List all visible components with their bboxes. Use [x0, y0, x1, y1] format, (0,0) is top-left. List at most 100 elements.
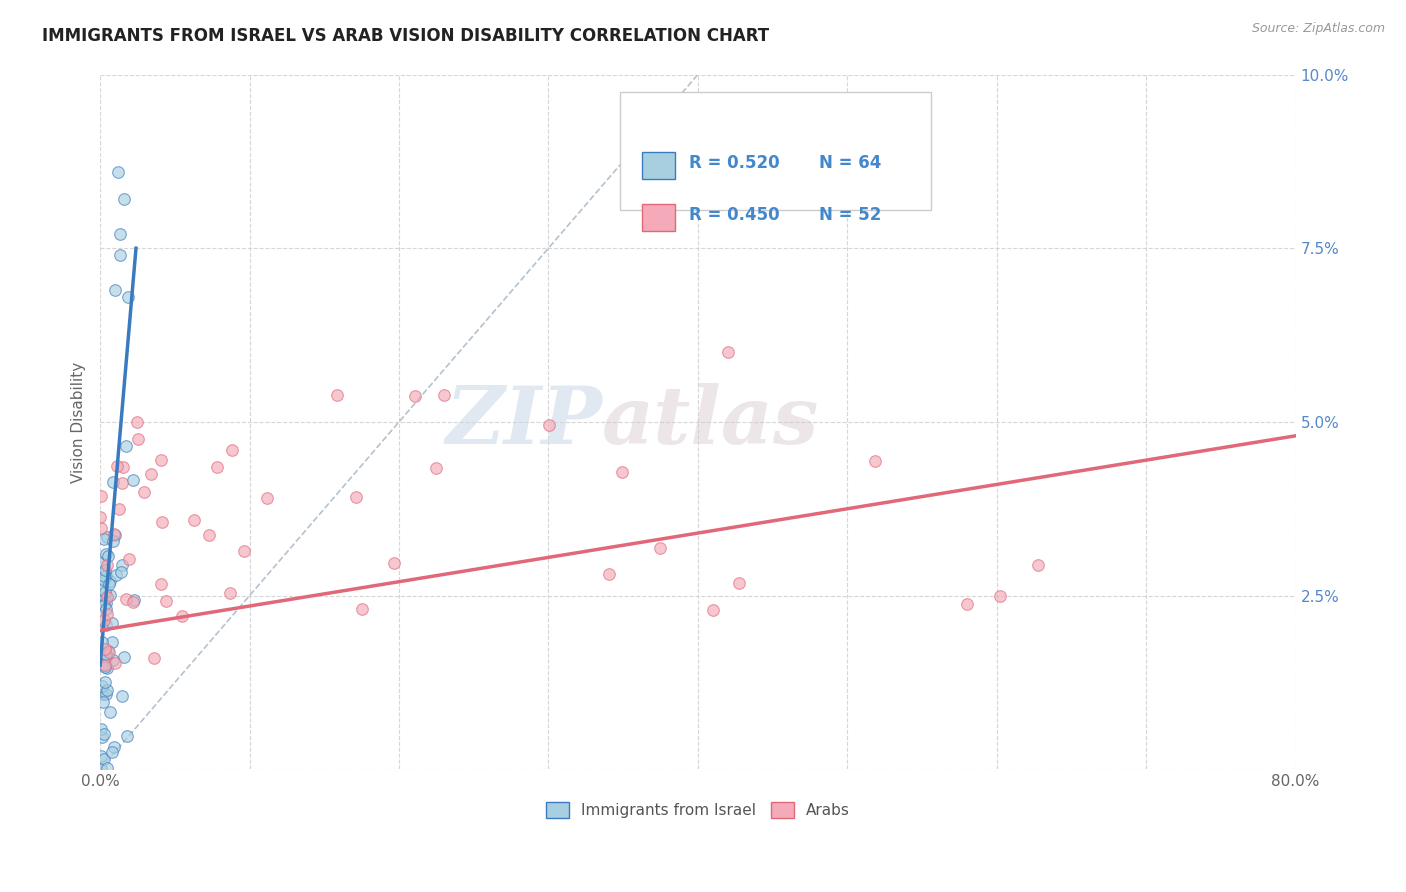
Point [702, 603, 724, 617]
Point [96, 618, 118, 632]
Point [107, 165, 129, 179]
Point [108, 502, 131, 516]
Point [94, 568, 117, 582]
Point [91, 695, 114, 709]
Text: atlas: atlas [602, 384, 820, 460]
Point [98, 705, 121, 719]
Point [122, 473, 145, 487]
Point [90, 556, 112, 570]
Text: ZIP: ZIP [446, 384, 602, 460]
Point [94, 675, 117, 690]
Point [112, 649, 135, 664]
Point [110, 565, 132, 579]
Point [115, 591, 138, 606]
Point [93, 726, 115, 740]
FancyBboxPatch shape [620, 92, 931, 210]
Point [96, 558, 118, 572]
Point [150, 515, 173, 529]
Point [91, 687, 114, 701]
Point [96, 683, 118, 698]
Point [98, 588, 121, 602]
Point [90, 658, 112, 673]
Point [150, 453, 173, 467]
Point [103, 526, 125, 541]
Point [100, 746, 122, 760]
Point [117, 290, 139, 304]
Point [988, 589, 1011, 603]
Point [863, 454, 886, 468]
Legend: Immigrants from Israel, Arabs: Immigrants from Israel, Arabs [540, 796, 856, 824]
Point [90, 722, 112, 736]
Point [94, 590, 117, 604]
Point [717, 345, 740, 359]
Text: Source: ZipAtlas.com: Source: ZipAtlas.com [1251, 22, 1385, 36]
Text: R = 0.520: R = 0.520 [689, 153, 780, 172]
Point [115, 439, 138, 453]
Point [197, 528, 219, 542]
Point [207, 460, 229, 475]
Point [103, 475, 125, 489]
Point [96, 650, 118, 665]
Point [598, 566, 620, 581]
Point [142, 651, 165, 665]
Point [93, 568, 115, 582]
Bar [641, 152, 675, 178]
Point [134, 484, 156, 499]
Point [93, 573, 115, 587]
Point [139, 467, 162, 481]
Point [105, 567, 128, 582]
Point [122, 595, 145, 609]
Point [94, 602, 117, 616]
Point [94, 687, 117, 701]
Point [91, 679, 114, 693]
Point [103, 533, 125, 548]
Point [104, 283, 127, 297]
Point [94, 642, 117, 657]
Point [91, 648, 114, 662]
Point [538, 417, 561, 432]
Text: R = 0.450: R = 0.450 [689, 206, 780, 224]
Point [94, 547, 117, 561]
Point [90, 521, 112, 535]
Point [404, 389, 426, 403]
Point [124, 593, 146, 607]
Point [382, 556, 405, 570]
Point [91, 635, 114, 649]
Point [149, 577, 172, 591]
Text: N = 52: N = 52 [818, 206, 882, 224]
Point [232, 544, 254, 558]
Text: N = 64: N = 64 [818, 153, 882, 172]
Point [96, 761, 118, 775]
Point [101, 616, 124, 631]
Point [97, 644, 120, 658]
Point [256, 491, 278, 505]
Point [219, 586, 242, 600]
Point [108, 227, 131, 242]
Point [90, 489, 112, 503]
Point [118, 552, 141, 566]
Point [127, 432, 149, 446]
Point [96, 607, 118, 621]
Point [101, 653, 124, 667]
Point [104, 657, 127, 671]
Point [108, 248, 131, 262]
Point [127, 415, 149, 429]
Point [221, 443, 243, 458]
Point [93, 533, 115, 547]
Point [183, 513, 205, 527]
Point [103, 739, 125, 754]
Point [93, 613, 115, 627]
Point [326, 388, 349, 402]
Point [96, 591, 118, 605]
Point [425, 460, 447, 475]
Point [93, 658, 115, 673]
Point [93, 752, 115, 766]
Point [100, 635, 122, 649]
Point [111, 690, 134, 704]
Point [98, 574, 121, 588]
Point [94, 563, 117, 577]
Point [648, 541, 671, 555]
Point [91, 731, 114, 745]
Point [955, 597, 977, 611]
Point [96, 661, 118, 675]
